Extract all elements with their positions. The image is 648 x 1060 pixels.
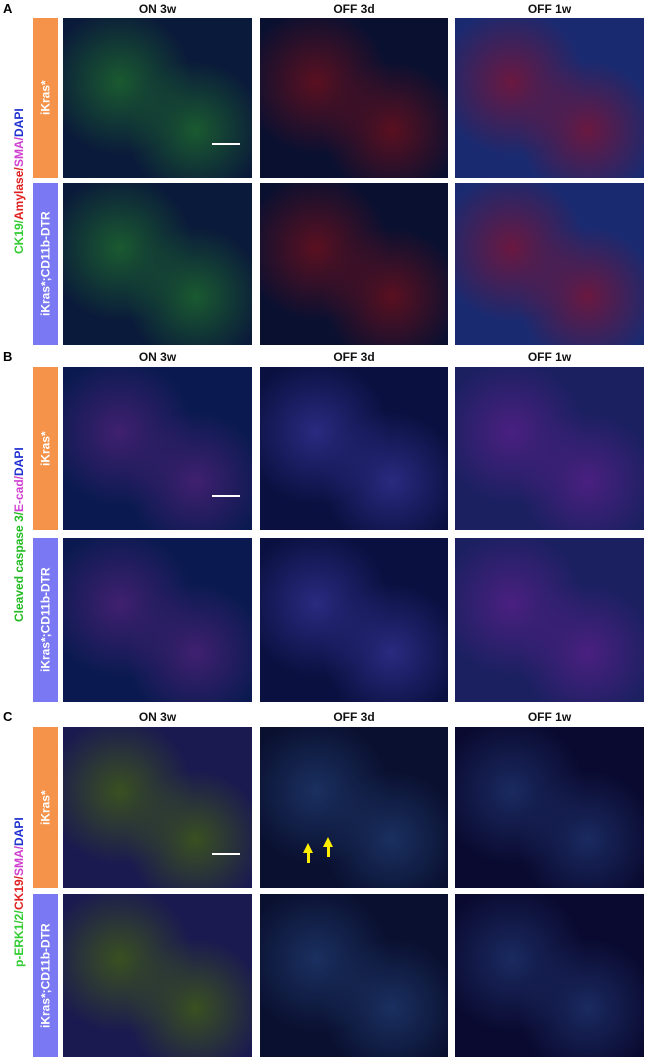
micrograph: [260, 18, 448, 178]
arrow-1: [303, 843, 313, 853]
stain-part: CK19/: [12, 220, 26, 255]
column-header: OFF 3d: [333, 350, 375, 364]
micrograph: [260, 183, 448, 345]
column-header: OFF 3d: [333, 710, 375, 724]
micrograph: [63, 538, 252, 702]
arrow-2: [323, 837, 333, 847]
panel-letter: B: [3, 349, 13, 364]
column-header: OFF 1w: [527, 710, 572, 724]
column-header: ON 3w: [138, 710, 177, 724]
row-label: iKras*: [33, 727, 58, 888]
micrograph: [63, 18, 252, 178]
stain-part: SMA/: [12, 137, 26, 168]
scale-bar: [212, 853, 240, 855]
micrograph: [455, 894, 644, 1057]
arrow-1-shaft: [307, 853, 310, 863]
stain-part: Amylase/: [12, 167, 26, 221]
micrograph: [260, 538, 448, 702]
row-label: iKras*: [33, 367, 58, 530]
micrograph: [63, 894, 252, 1057]
stain-part: p-ERK1/2/: [12, 910, 26, 967]
micrograph: [455, 538, 644, 702]
row-label: iKras*;CD11b-DTR: [33, 894, 58, 1057]
micrograph: [63, 367, 252, 530]
column-header: OFF 1w: [527, 350, 572, 364]
stain-label: Cleaved caspase 3/E-cad/DAPI: [10, 367, 28, 702]
stain-label: CK19/Amylase/SMA/DAPI: [10, 18, 28, 345]
column-header: OFF 3d: [333, 2, 375, 16]
stain-label: p-ERK1/2/CK19/SMA/DAPI: [10, 727, 28, 1057]
micrograph: [260, 367, 448, 530]
micrograph: [260, 727, 448, 888]
row-label: iKras*: [33, 18, 58, 178]
column-header: ON 3w: [138, 2, 177, 16]
stain-part: DAPI: [12, 817, 26, 846]
micrograph: [455, 18, 644, 178]
micrograph: [63, 727, 252, 888]
micrograph: [455, 727, 644, 888]
micrograph: [455, 183, 644, 345]
row-label: iKras*;CD11b-DTR: [33, 183, 58, 345]
stain-part: SMA/: [12, 845, 26, 876]
stain-part: DAPI: [12, 447, 26, 476]
stain-part: DAPI: [12, 108, 26, 138]
stain-part: E-cad/: [12, 475, 26, 512]
scale-bar: [212, 143, 240, 145]
micrograph: [455, 367, 644, 530]
panel-letter: C: [3, 709, 13, 724]
scale-bar: [212, 495, 240, 497]
stain-part: Cleaved caspase 3/: [12, 511, 26, 622]
micrograph: [63, 183, 252, 345]
arrow-2-shaft: [327, 847, 330, 857]
micrograph: [260, 894, 448, 1057]
stain-part: CK19/: [12, 875, 26, 910]
panel-letter: A: [3, 1, 13, 16]
row-label: iKras*;CD11b-DTR: [33, 538, 58, 702]
column-header: ON 3w: [138, 350, 177, 364]
column-header: OFF 1w: [527, 2, 572, 16]
